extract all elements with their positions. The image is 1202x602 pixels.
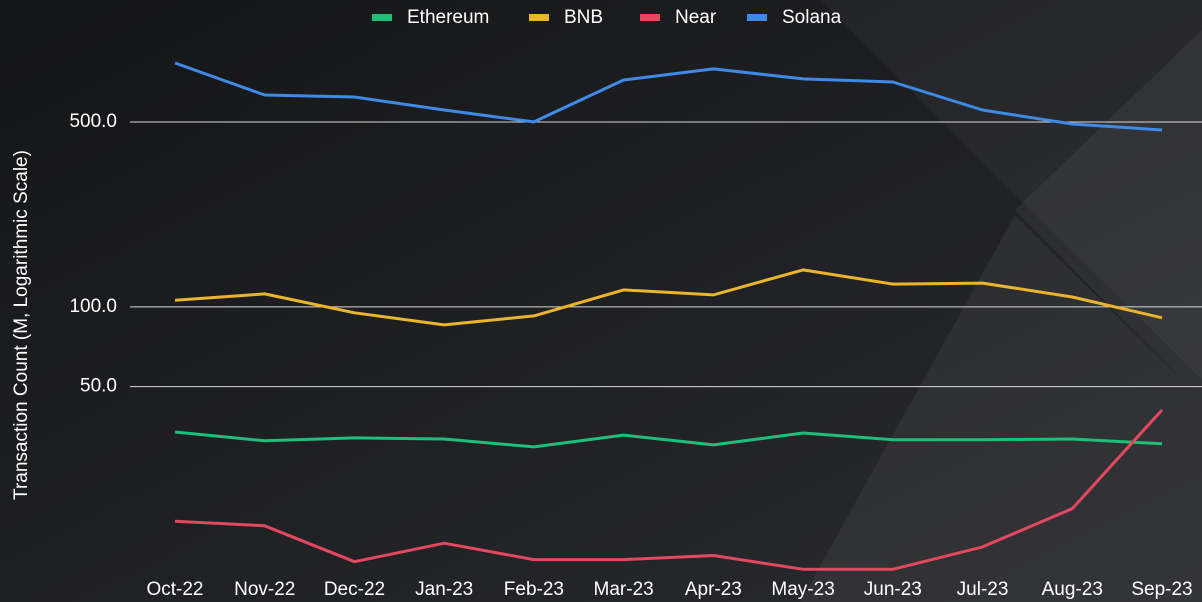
legend-swatch — [747, 14, 767, 21]
legend-label: BNB — [564, 7, 603, 28]
x-tick-label: Feb-23 — [504, 579, 564, 600]
decor — [820, 0, 1202, 380]
x-tick-label: Aug-23 — [1042, 579, 1103, 600]
decor — [800, 215, 1202, 602]
legend-swatch — [529, 14, 549, 21]
x-tick-label: Apr-23 — [685, 579, 742, 600]
x-tick-label: May-23 — [771, 579, 834, 600]
x-tick-label: Sep-23 — [1131, 579, 1192, 600]
legend-label: Near — [675, 7, 717, 28]
x-tick-label: Jan-23 — [415, 579, 473, 600]
x-tick-label: Dec-22 — [324, 579, 385, 600]
series-line — [174, 61, 1163, 132]
x-tick-label: Mar-23 — [594, 579, 654, 600]
legend-swatch — [640, 14, 660, 21]
decor — [1015, 30, 1202, 400]
y-tick-label: 500.0 — [69, 111, 117, 132]
legend-label: Solana — [782, 7, 842, 28]
x-tick-label: Jul-23 — [957, 579, 1009, 600]
y-tick-label: 50.0 — [80, 376, 117, 397]
series-line — [174, 430, 1163, 449]
x-tick-label: Nov-22 — [234, 579, 295, 600]
series-line — [174, 268, 1163, 327]
legend-label: Ethereum — [407, 7, 489, 28]
legend-swatch — [372, 14, 392, 21]
legend: Ethereum BNB Near Solana — [372, 7, 842, 28]
y-axis-label: Transaction Count (M, Logarithmic Scale) — [11, 150, 32, 500]
series-line — [174, 408, 1164, 571]
y-tick-label: 100.0 — [69, 296, 117, 317]
x-tick-label: Jun-23 — [864, 579, 922, 600]
x-tick-label: Oct-22 — [146, 579, 203, 600]
